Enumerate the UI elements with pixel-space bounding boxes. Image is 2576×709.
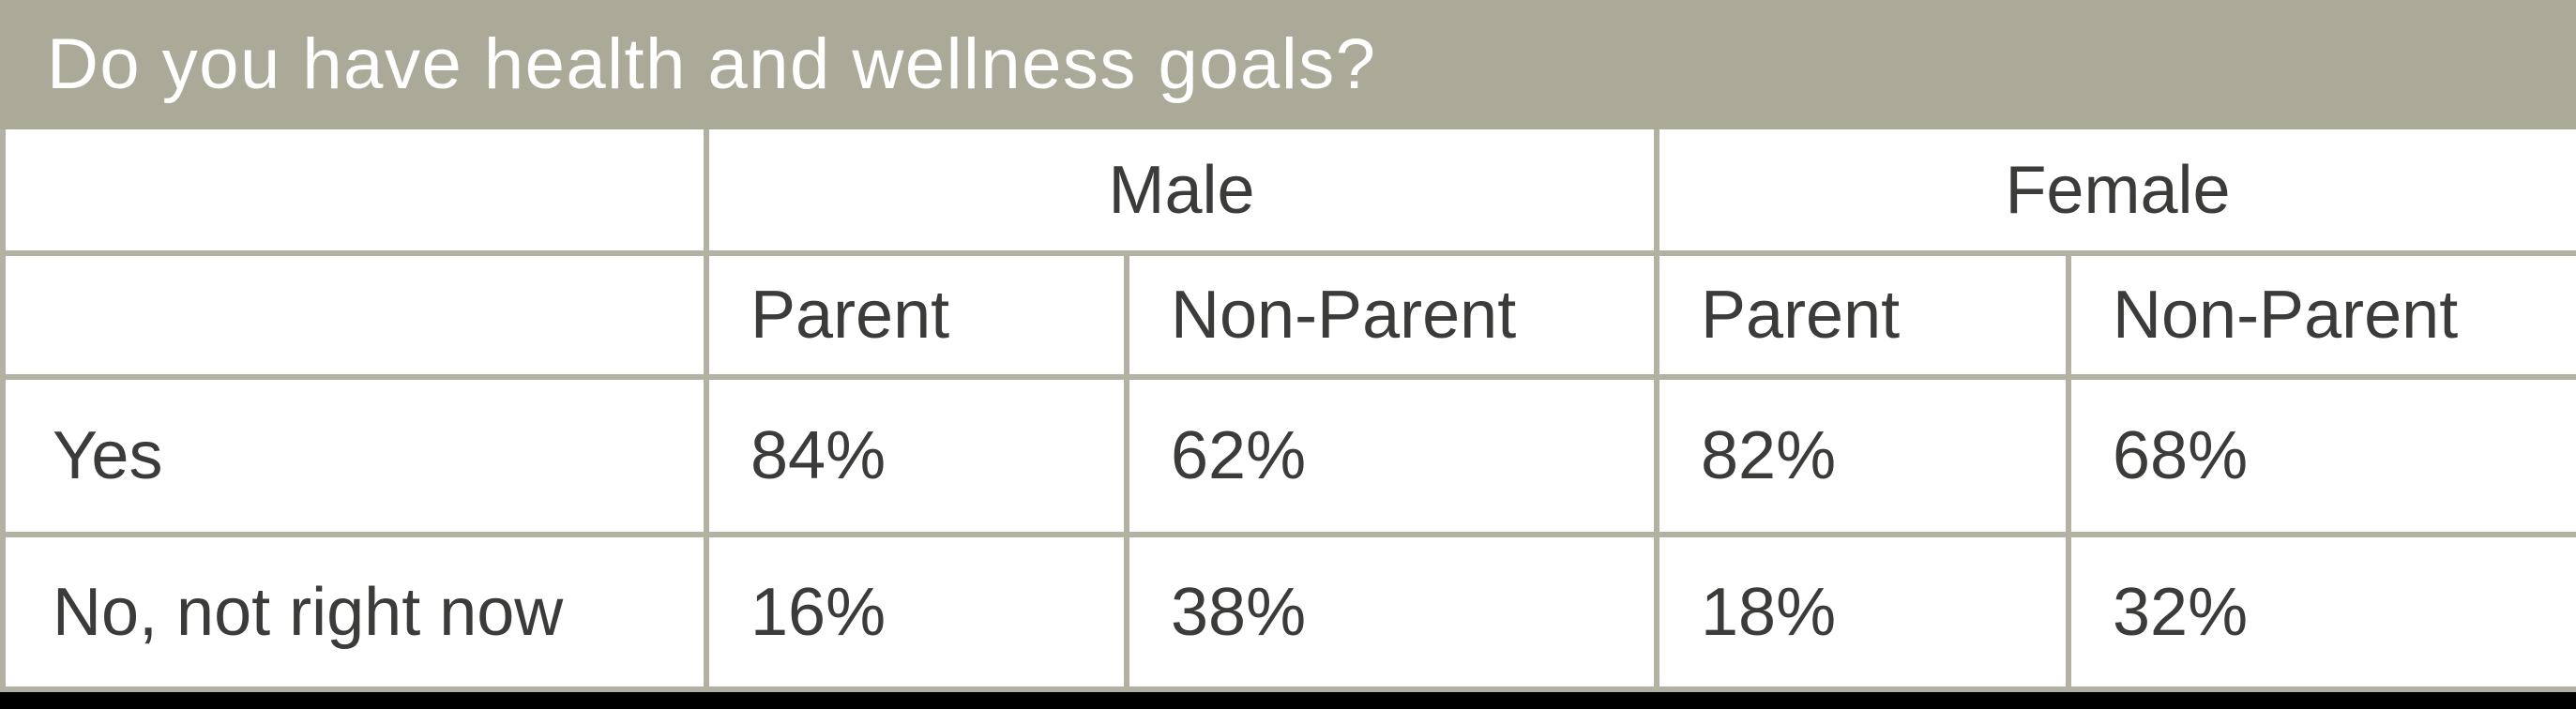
group-header-male: Male: [704, 129, 1659, 256]
data-cell-yes-female-parent: 82%: [1654, 374, 2071, 537]
survey-table: Male Female Parent Non-Parent Parent Non…: [0, 129, 2576, 692]
data-cell-no-male-non-parent: 38%: [1124, 532, 1659, 692]
data-cell-no-male-parent: 16%: [704, 532, 1129, 692]
bottom-black-bar: [0, 692, 2576, 709]
table-row-no: No, not right now 16% 38% 18% 32%: [0, 532, 2576, 692]
corner-cell-sub: [0, 250, 709, 380]
table-title: Do you have health and wellness goals?: [47, 24, 1377, 104]
table-title-bar: Do you have health and wellness goals?: [0, 0, 2576, 129]
col-header-male-non-parent: Non-Parent: [1124, 250, 1659, 380]
data-cell-yes-male-parent: 84%: [704, 374, 1129, 537]
data-cell-no-female-non-parent: 32%: [2066, 532, 2576, 692]
col-header-male-parent: Parent: [704, 250, 1129, 380]
data-cell-yes-male-non-parent: 62%: [1124, 374, 1659, 537]
group-header-row: Male Female: [0, 129, 2576, 256]
sub-header-row: Parent Non-Parent Parent Non-Parent: [0, 250, 2576, 380]
group-header-female: Female: [1654, 129, 2576, 256]
data-cell-no-female-parent: 18%: [1654, 532, 2071, 692]
row-label-no: No, not right now: [0, 532, 709, 692]
row-label-yes: Yes: [0, 374, 709, 537]
data-cell-yes-female-non-parent: 68%: [2066, 374, 2576, 537]
col-header-female-non-parent: Non-Parent: [2066, 250, 2576, 380]
table-row-yes: Yes 84% 62% 82% 68%: [0, 374, 2576, 537]
corner-cell-top: [0, 129, 709, 256]
col-header-female-parent: Parent: [1654, 250, 2071, 380]
